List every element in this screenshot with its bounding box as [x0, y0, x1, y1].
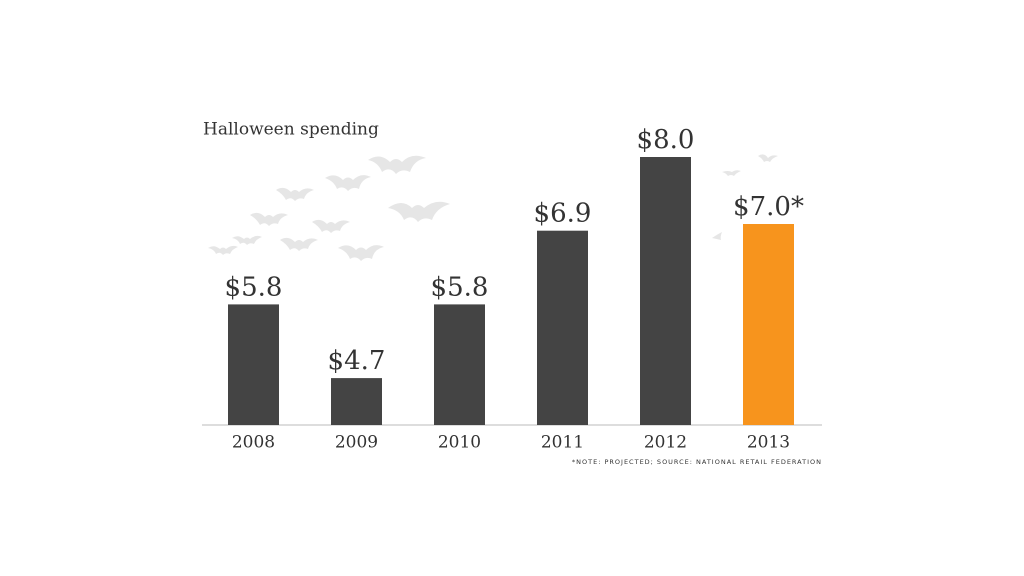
bar [434, 304, 485, 425]
x-tick-label: 2013 [747, 433, 790, 453]
value-label: $4.7 [328, 346, 386, 376]
source-note: *NOTE: PROJECTED; SOURCE: NATIONAL RETAI… [572, 458, 822, 466]
x-tick-label: 2008 [232, 433, 275, 453]
value-label: $6.9 [534, 199, 592, 229]
value-label: $8.0 [637, 125, 695, 155]
bar [331, 378, 382, 425]
x-tick-label: 2009 [335, 433, 378, 453]
x-tick-label: 2011 [541, 433, 584, 453]
chart-title: Halloween spending [203, 120, 379, 140]
value-label: $7.0* [733, 192, 804, 222]
bar [640, 157, 691, 425]
x-tick-label: 2010 [438, 433, 481, 453]
bar [537, 230, 588, 425]
value-label: $5.8 [431, 272, 489, 302]
bat-decoration [208, 154, 778, 261]
value-label: $5.8 [225, 272, 283, 302]
x-tick-label: 2012 [644, 433, 687, 453]
bar [743, 224, 794, 425]
bar [228, 304, 279, 425]
